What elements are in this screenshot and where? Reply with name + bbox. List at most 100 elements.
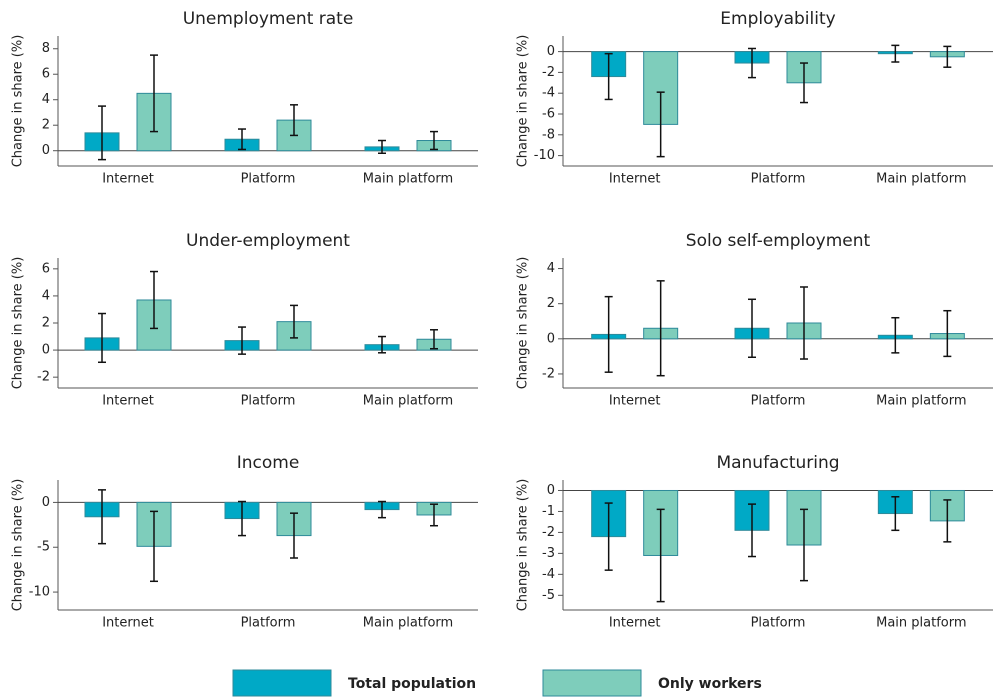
y-axis-label: Change in share (%) (516, 35, 531, 168)
error-bar (656, 280, 665, 377)
x-tick-label: Main platform (363, 616, 453, 631)
error-bar (98, 312, 106, 364)
legend-swatch (232, 669, 332, 697)
y-tick-label: -8 (542, 127, 555, 142)
y-tick-label: 4 (42, 92, 50, 107)
x-tick-label: Internet (102, 616, 154, 631)
error-bar (800, 508, 808, 582)
y-tick-label: -1 (542, 504, 555, 519)
error-bar (604, 52, 613, 101)
error-bar (378, 335, 386, 354)
chart-title: Solo self-employment (686, 231, 871, 251)
y-tick-label: -4 (542, 86, 555, 101)
error-bar (891, 496, 900, 532)
chart-title: Employability (720, 9, 835, 29)
legend-label: Only workers (658, 676, 762, 692)
chart-title: Under-employment (186, 231, 350, 251)
y-tick-label: 0 (42, 495, 50, 510)
error-bar (656, 508, 665, 603)
y-tick-label: -2 (37, 370, 50, 385)
error-bar (748, 47, 756, 79)
y-axis-label: Change in share (%) (516, 479, 531, 612)
x-tick-label: Internet (609, 394, 661, 409)
x-tick-label: Platform (751, 394, 806, 409)
y-tick-label: 6 (42, 67, 50, 82)
y-tick-label: 2 (547, 296, 555, 311)
x-tick-label: Platform (241, 172, 296, 187)
y-tick-label: -5 (37, 540, 50, 555)
y-tick-label: -3 (542, 546, 555, 561)
y-tick-label: -2 (542, 525, 555, 540)
y-tick-label: -6 (542, 107, 555, 122)
error-bar (150, 54, 158, 133)
error-bar (150, 510, 158, 583)
y-axis-label: Change in share (%) (11, 257, 26, 390)
x-tick-label: Platform (751, 616, 806, 631)
y-tick-label: 2 (42, 316, 50, 331)
error-bar (748, 503, 756, 558)
y-tick-label: 6 (42, 261, 50, 276)
y-tick-label: 0 (42, 343, 50, 358)
error-bar (98, 105, 106, 161)
error-bar (800, 286, 808, 360)
error-bar (943, 45, 952, 68)
y-tick-label: 0 (547, 483, 555, 498)
error-bar (378, 500, 386, 519)
legend-label: Total population (348, 676, 476, 692)
error-bar (604, 502, 613, 571)
error-bar (150, 270, 158, 330)
error-bar (800, 62, 808, 104)
y-tick-label: 0 (42, 143, 50, 158)
y-tick-label: -10 (29, 585, 50, 600)
x-tick-label: Main platform (876, 172, 966, 187)
x-tick-label: Main platform (876, 616, 966, 631)
y-axis-label: Change in share (%) (11, 479, 26, 612)
error-bar (430, 503, 438, 527)
error-bar (238, 500, 246, 537)
x-tick-label: Internet (102, 172, 154, 187)
y-tick-label: -10 (534, 148, 555, 163)
y-axis-label: Change in share (%) (11, 35, 26, 168)
y-tick-label: 0 (547, 44, 555, 59)
x-tick-label: Internet (609, 172, 661, 187)
x-tick-label: Platform (751, 172, 806, 187)
y-tick-label: 8 (42, 41, 50, 56)
error-bar (378, 139, 386, 155)
y-tick-label: 4 (547, 261, 555, 276)
x-tick-label: Platform (241, 394, 296, 409)
chart-title: Income (237, 453, 300, 473)
error-bar (238, 128, 246, 151)
x-tick-label: Platform (241, 616, 296, 631)
error-bar (943, 309, 952, 358)
error-bar (290, 304, 298, 339)
x-tick-label: Internet (102, 394, 154, 409)
y-tick-label: -2 (542, 366, 555, 381)
error-bar (290, 104, 298, 137)
error-bar (943, 499, 952, 543)
chart-title: Unemployment rate (183, 9, 354, 29)
y-tick-label: 0 (547, 331, 555, 346)
x-tick-label: Internet (609, 616, 661, 631)
error-bar (891, 44, 900, 63)
chart-title: Manufacturing (716, 453, 839, 473)
error-bar (430, 329, 438, 350)
error-bar (604, 295, 613, 373)
y-axis-label: Change in share (%) (516, 257, 531, 390)
legend-swatch (542, 669, 642, 697)
error-bar (891, 316, 900, 354)
y-tick-label: -2 (542, 65, 555, 80)
x-tick-label: Main platform (876, 394, 966, 409)
y-tick-label: 2 (42, 118, 50, 133)
y-tick-label: -5 (542, 588, 555, 603)
error-bar (656, 91, 665, 158)
y-tick-label: -4 (542, 567, 555, 582)
x-tick-label: Main platform (363, 172, 453, 187)
error-bar (238, 326, 246, 355)
y-tick-label: 4 (42, 288, 50, 303)
error-bar (748, 298, 756, 359)
x-tick-label: Main platform (363, 394, 453, 409)
error-bar (430, 130, 438, 151)
error-bar (98, 489, 106, 545)
error-bar (290, 512, 298, 559)
